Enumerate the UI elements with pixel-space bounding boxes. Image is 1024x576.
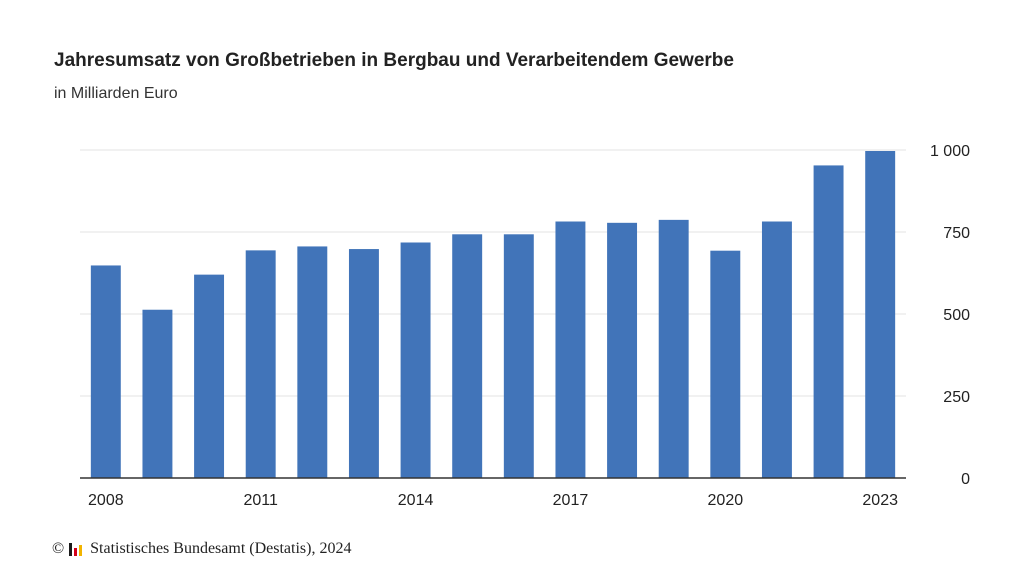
source-text: Statistisches Bundesamt (Destatis), 2024 <box>90 540 352 557</box>
bar <box>297 246 328 478</box>
bar <box>658 219 689 478</box>
bar <box>348 249 379 478</box>
x-tick-label: 2011 <box>243 492 278 509</box>
x-tick-label: 2023 <box>862 492 898 509</box>
y-tick-label: 250 <box>943 389 970 406</box>
bar <box>90 265 121 478</box>
x-axis-ticks: 2008 2011 2014 2017 2020 2023 <box>88 492 898 509</box>
x-tick-label: 2014 <box>398 492 434 509</box>
destatis-logo-icon <box>69 542 85 556</box>
bar <box>194 274 225 478</box>
x-tick-label: 2017 <box>553 492 589 509</box>
bar <box>503 234 534 478</box>
bar <box>142 309 173 478</box>
bar <box>555 221 586 478</box>
chart-title: Jahresumsatz von Großbetrieben in Bergba… <box>54 50 734 71</box>
bar <box>452 234 483 478</box>
y-tick-label: 500 <box>943 307 970 324</box>
bar <box>400 242 431 478</box>
bars <box>90 150 896 478</box>
bar <box>761 221 792 478</box>
bar <box>245 250 276 478</box>
y-axis-ticks: 0 250 500 750 1 000 <box>930 143 970 488</box>
x-tick-label: 2008 <box>88 492 124 509</box>
bar <box>710 250 741 478</box>
bar <box>607 222 638 478</box>
chart-subtitle: in Milliarden Euro <box>54 85 178 102</box>
bar <box>813 165 844 478</box>
copyright-symbol: © <box>52 540 65 557</box>
y-tick-label: 1 000 <box>930 143 970 160</box>
y-tick-label: 750 <box>943 225 970 242</box>
x-tick-label: 2020 <box>708 492 744 509</box>
source-footer: © Statistisches Bundesamt (Destatis), 20… <box>52 540 351 558</box>
y-tick-label: 0 <box>961 471 970 488</box>
bar <box>865 150 896 478</box>
